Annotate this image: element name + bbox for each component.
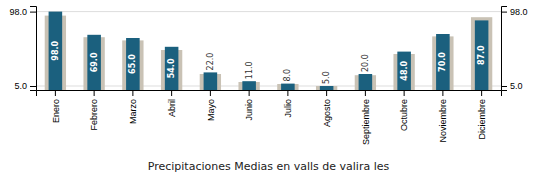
tick-label: Diciembre	[477, 99, 487, 140]
bar	[242, 81, 256, 90]
tick-mark	[442, 90, 443, 96]
tick-label: Abril	[167, 99, 177, 117]
tick-mark	[30, 86, 36, 87]
tick: 98.0	[501, 7, 528, 17]
tick: Agosto	[322, 90, 332, 127]
data-label: 48.0	[400, 61, 409, 81]
data-label: 8.0	[283, 69, 292, 82]
tick-mark	[501, 86, 507, 87]
axis-line	[37, 91, 502, 97]
bar-series	[49, 12, 489, 90]
tick-mark	[55, 90, 56, 96]
data-label: 11.0	[245, 61, 254, 79]
tick-mark	[94, 90, 95, 96]
tick: Enero	[51, 90, 61, 123]
data-label: 70.0	[438, 52, 447, 72]
tick-label: 5.0	[14, 81, 27, 91]
data-label: 69.0	[90, 52, 99, 72]
x-axis: Enero Febrero Marzo Abril Mayo Junio Julio Agos…	[37, 90, 502, 145]
data-labels: 98.0 69.0 65.0 54.0 22.0 11.0 8.0 5.0 20.0 48.0 70…	[51, 41, 486, 84]
tick-label: Julio	[283, 99, 293, 118]
tick: Marzo	[128, 90, 138, 124]
data-label: 22.0	[206, 53, 215, 71]
bar	[238, 82, 259, 90]
bar	[359, 74, 373, 90]
bar	[49, 12, 63, 90]
tick-mark	[287, 90, 288, 96]
bar	[320, 86, 334, 90]
axis-line	[502, 7, 508, 91]
tick-mark	[171, 90, 172, 96]
data-label: 54.0	[167, 58, 176, 78]
tick-label: Marzo	[128, 99, 138, 124]
tick: Julio	[283, 90, 293, 118]
tick-label: Febrero	[89, 99, 99, 131]
data-label: 20.0	[361, 54, 370, 72]
tick-label: 5.0	[510, 81, 523, 91]
data-label: 65.0	[128, 54, 137, 74]
grid-line	[36, 86, 501, 87]
data-label: 98.0	[51, 41, 60, 61]
tick-mark	[326, 90, 327, 96]
tick: Mayo	[206, 90, 216, 121]
data-label: 5.0	[322, 71, 331, 84]
bar	[281, 84, 295, 90]
bar	[126, 38, 140, 90]
data-label: 87.0	[477, 45, 486, 65]
bar	[475, 20, 489, 90]
grid-line	[36, 11, 501, 12]
tick-label: Septiembre	[361, 99, 371, 145]
bar	[204, 72, 218, 90]
tick: 5.0	[501, 81, 523, 91]
bar	[165, 47, 179, 90]
tick-mark	[404, 90, 405, 96]
tick: Octubre	[399, 90, 409, 131]
tick-label: Noviembre	[438, 99, 448, 143]
tick-mark	[30, 12, 36, 13]
tick: 98.0	[9, 7, 36, 17]
axis-line	[30, 7, 37, 91]
tick-mark	[132, 90, 133, 96]
bar	[316, 86, 337, 90]
tick-label: 98.0	[9, 7, 27, 17]
bar	[87, 35, 101, 90]
tick: Abril	[167, 90, 177, 117]
tick-label: Octubre	[399, 99, 409, 131]
tick: Febrero	[89, 90, 99, 131]
tick-label: Mayo	[206, 99, 216, 121]
tick-label: 98.0	[510, 7, 528, 17]
tick: 5.0	[14, 81, 36, 91]
grid	[36, 12, 501, 86]
bar	[397, 52, 411, 90]
bar-series	[45, 16, 493, 90]
bar	[471, 17, 492, 90]
title: Precipitaciones Medias en valls de valir…	[148, 160, 390, 173]
tick-label: Junio	[244, 99, 254, 121]
y-axis: 5.0 98.0	[9, 7, 36, 92]
chart: 98.0 69.0 65.0 54.0 22.0 11.0 8.0 5.0 20.0 48.0 70…	[0, 0, 537, 174]
tick-mark	[481, 90, 482, 96]
plot-area	[45, 12, 493, 90]
tick-mark	[365, 90, 366, 96]
y2-axis: 5.0 98.0	[501, 7, 528, 92]
tick: Septiembre	[361, 90, 371, 145]
tick-label: Agosto	[322, 99, 332, 127]
tick: Noviembre	[438, 90, 448, 143]
tick: Junio	[244, 90, 254, 121]
bar	[436, 34, 450, 90]
tick-label: Enero	[51, 99, 61, 123]
bar	[277, 84, 298, 90]
tick-mark	[249, 90, 250, 96]
tick-mark	[210, 90, 211, 96]
tick: Diciembre	[477, 90, 487, 140]
tick-mark	[501, 12, 507, 13]
